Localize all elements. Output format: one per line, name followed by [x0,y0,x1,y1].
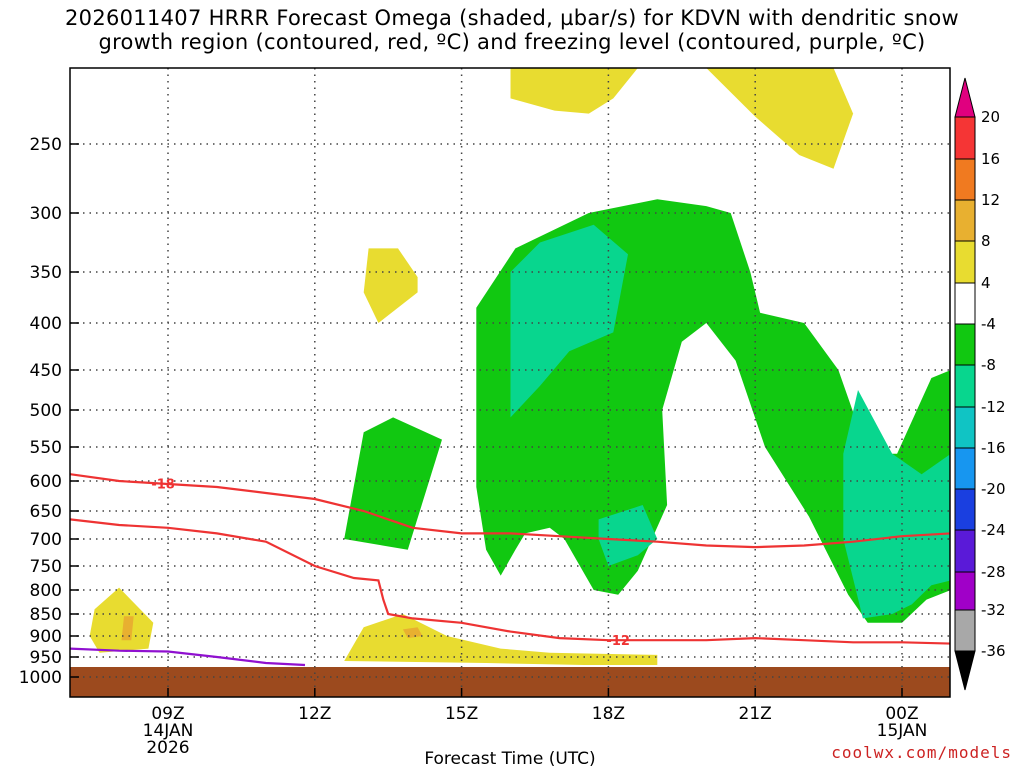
contour-label-1: -12 [606,634,630,649]
y-tick-label-1000: 1000 [19,668,62,688]
y-tick-label-550: 550 [30,438,62,458]
shaded-region-7 [344,417,442,550]
y-tick-label-650: 650 [30,502,62,522]
colorbar: 20 16 12 8 4 -4 -8 -12 -16 -20 -24 -28 -32 -36 [954,77,1006,691]
dendritic-contour-1 [70,518,950,645]
shaded-region-5 [121,616,134,641]
colorbar-tick-9: -20 [981,480,1006,498]
y-tick-label-350: 350 [30,263,62,283]
x-tick-sub-2026: 2026 [146,738,189,758]
y-tick-label-250: 250 [30,135,62,155]
credit-text: coolwx.com/models [831,743,1012,762]
x-tick-sub-14JAN: 14JAN [143,721,194,741]
x-tick-label-18Z: 18Z [592,704,625,724]
dendritic-contour-0 [70,473,950,549]
colorbar-tick-3: 8 [981,232,991,250]
shaded-region-0 [510,68,638,114]
shaded-region-10 [598,505,658,566]
shaded-region-1 [706,68,854,169]
shaded-region-3 [89,587,154,653]
colorbar-top-arrow [954,77,976,118]
colorbar-segment-4 [954,282,976,325]
colorbar-tick-11: -28 [981,563,1006,581]
colorbar-tick-6: -8 [981,356,996,374]
x-tick-label-15Z: 15Z [445,704,478,724]
colorbar-segment-6 [954,364,976,408]
chart-title-line2: growth region (contoured, red, ºC) and f… [98,30,926,54]
shaded-region-6 [402,627,423,639]
colorbar-tick-8: -16 [981,439,1006,457]
colorbar-segment-8 [954,447,976,490]
freezing-contour-2 [70,647,306,667]
colorbar-tick-5: -4 [981,315,996,333]
contour-label-0: -18 [151,478,175,493]
y-tick-label-450: 450 [30,361,62,381]
terrain-fill [70,667,950,697]
y-tick-label-750: 750 [30,557,62,577]
plot-area: -18 -12 [70,68,950,697]
y-tick-label-700: 700 [30,530,62,550]
x-axis-label: Forecast Time (UTC) [424,749,595,768]
colorbar-segment-1 [954,158,976,201]
colorbar-segment-0 [954,116,976,160]
colorbar-segment-12 [954,609,976,652]
colorbar-segment-2 [954,199,976,242]
shaded-region-4 [344,614,658,665]
chart-title: 2026011407 HRRR Forecast Omega (shaded, … [0,6,1024,54]
shaded-region-2 [363,248,418,323]
x-tick-label-12Z: 12Z [298,704,331,724]
colorbar-segment-7 [954,406,976,449]
colorbar-segment-11 [954,571,976,611]
plot-layer: -18 -12 250 300 350 400 450 500 550 600 650 700 750 8… [19,67,951,758]
colorbar-segment-10 [954,529,976,573]
y-tick-label-850: 850 [30,605,62,625]
colorbar-tick-0: 20 [981,108,1000,126]
y-tick-label-900: 900 [30,627,62,647]
colorbar-tick-1: 16 [981,150,1000,168]
shaded-region-9 [510,224,628,418]
y-tick-label-800: 800 [30,581,62,601]
colorbar-tick-4: 4 [981,274,991,292]
y-tick-label-300: 300 [30,204,62,224]
colorbar-bottom-arrow [954,650,976,691]
colorbar-segment-9 [954,488,976,531]
colorbar-tick-13: -36 [981,642,1006,660]
x-tick-sub-15JAN: 15JAN [877,721,928,741]
colorbar-segment-3 [954,240,976,284]
colorbar-tick-2: 12 [981,191,1000,209]
y-tick-label-500: 500 [30,401,62,421]
y-tick-label-600: 600 [30,472,62,492]
x-tick-label-00Z: 00Z [885,704,918,724]
colorbar-tick-10: -24 [981,521,1006,539]
colorbar-segment-5 [954,323,976,366]
colorbar-tick-7: -12 [981,398,1006,416]
colorbar-tick-12: -32 [981,601,1006,619]
y-tick-label-950: 950 [30,648,62,668]
y-tick-label-400: 400 [30,314,62,334]
plot-frame [69,67,951,698]
chart-title-line1: 2026011407 HRRR Forecast Omega (shaded, … [65,6,959,30]
x-tick-label-21Z: 21Z [739,704,772,724]
x-tick-label-09Z: 09Z [151,704,184,724]
